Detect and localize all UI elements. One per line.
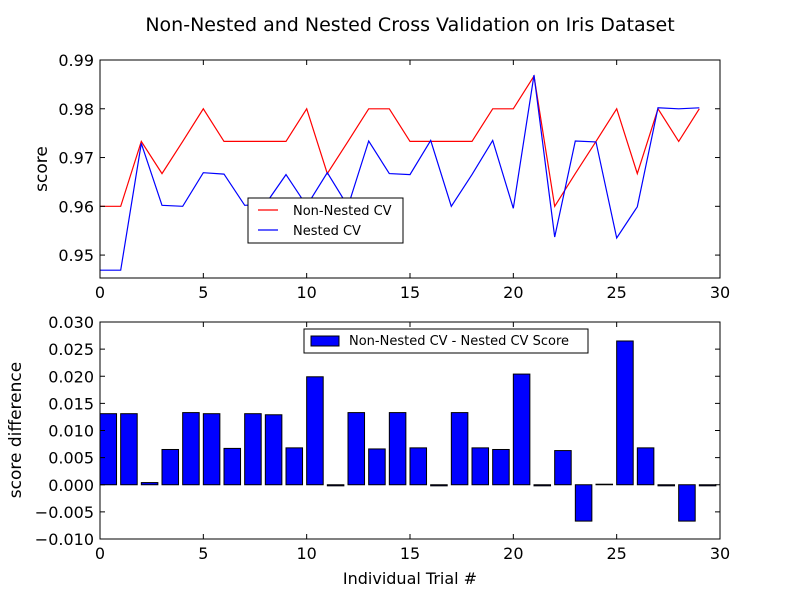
top-y-tick-label: 0.96: [58, 197, 94, 216]
bar-trial-16: [431, 485, 448, 486]
figure-title: Non-Nested and Nested Cross Validation o…: [145, 14, 674, 36]
bottom-x-tick-label: 30: [710, 544, 730, 563]
bar-trial-23: [575, 485, 592, 521]
legend-label-non-nested: Non-Nested CV: [293, 204, 392, 219]
bottom-y-tick-label: 0.005: [48, 449, 94, 468]
bar-trial-7: [245, 414, 262, 485]
bottom-x-tick-label: 25: [606, 544, 626, 563]
top-y-axis-label: score: [32, 146, 52, 192]
bar-trial-12: [348, 413, 365, 485]
bar-trial-25: [617, 341, 634, 485]
bottom-y-tick-label: 0.015: [48, 394, 94, 413]
bottom-x-tick-label: 10: [296, 544, 316, 563]
bar-trial-4: [183, 413, 200, 485]
bar-trial-11: [327, 485, 344, 486]
bottom-x-axis-label: Individual Trial #: [343, 569, 477, 588]
bar-trial-26: [637, 448, 654, 485]
bottom-y-tick-label: −0.005: [35, 503, 94, 522]
bar-trial-1: [121, 414, 138, 485]
top-y-tick-label: 0.95: [58, 246, 94, 265]
top-legend: Non-Nested CV Nested CV: [248, 198, 403, 243]
bar-trial-6: [224, 448, 241, 484]
bottom-y-tick-label: 0.025: [48, 340, 94, 359]
bar-trial-17: [451, 413, 468, 485]
bar-trial-24: [596, 484, 613, 485]
bar-trial-18: [472, 448, 489, 485]
top-y-tick-label: 0.98: [58, 100, 94, 119]
bar-trial-19: [493, 449, 510, 484]
bar-trial-13: [369, 449, 386, 485]
top-x-tick-label: 30: [710, 283, 730, 302]
bottom-y-tick-label: −0.010: [35, 530, 94, 549]
bar-trial-8: [265, 415, 282, 485]
bottom-y-tick-label: 0.000: [48, 476, 94, 495]
bar-trial-10: [307, 377, 324, 485]
top-y-tick-label: 0.99: [58, 51, 94, 70]
bar-trial-14: [389, 413, 406, 485]
top-x-tick-label: 15: [400, 283, 420, 302]
bar-trial-27: [658, 485, 675, 486]
bottom-legend: Non-Nested CV - Nested CV Score: [304, 329, 588, 353]
bottom-x-tick-label: 5: [198, 544, 208, 563]
bottom-y-tick-label: 0.010: [48, 422, 94, 441]
bar-trial-21: [534, 485, 551, 486]
top-x-tick-label: 5: [198, 283, 208, 302]
bottom-y-tick-label: 0.030: [48, 313, 94, 332]
legend-swatch-difference: [311, 336, 339, 346]
bar-trial-2: [141, 483, 158, 485]
bar-trial-0: [100, 414, 117, 485]
top-x-tick-label: 0: [95, 283, 105, 302]
bottom-x-tick-label: 20: [503, 544, 523, 563]
bottom-x-tick-label: 15: [400, 544, 420, 563]
bar-trial-28: [679, 485, 696, 521]
top-x-tick-label: 20: [503, 283, 523, 302]
bar-trial-5: [203, 414, 220, 485]
top-x-tick-label: 10: [296, 283, 316, 302]
legend-label-difference: Non-Nested CV - Nested CV Score: [349, 334, 569, 349]
top-y-tick-label: 0.97: [58, 149, 94, 168]
bottom-x-tick-label: 0: [95, 544, 105, 563]
bar-trial-3: [162, 449, 179, 484]
bar-trial-9: [286, 448, 303, 485]
bottom-y-axis-label: score difference: [6, 362, 26, 498]
bar-trial-22: [555, 451, 572, 485]
bar-trial-29: [699, 485, 716, 486]
legend-label-nested: Nested CV: [293, 224, 361, 239]
bar-trial-20: [513, 374, 530, 485]
top-x-tick-label: 25: [606, 283, 626, 302]
bottom-y-tick-label: 0.020: [48, 367, 94, 386]
bar-trial-15: [410, 448, 427, 485]
